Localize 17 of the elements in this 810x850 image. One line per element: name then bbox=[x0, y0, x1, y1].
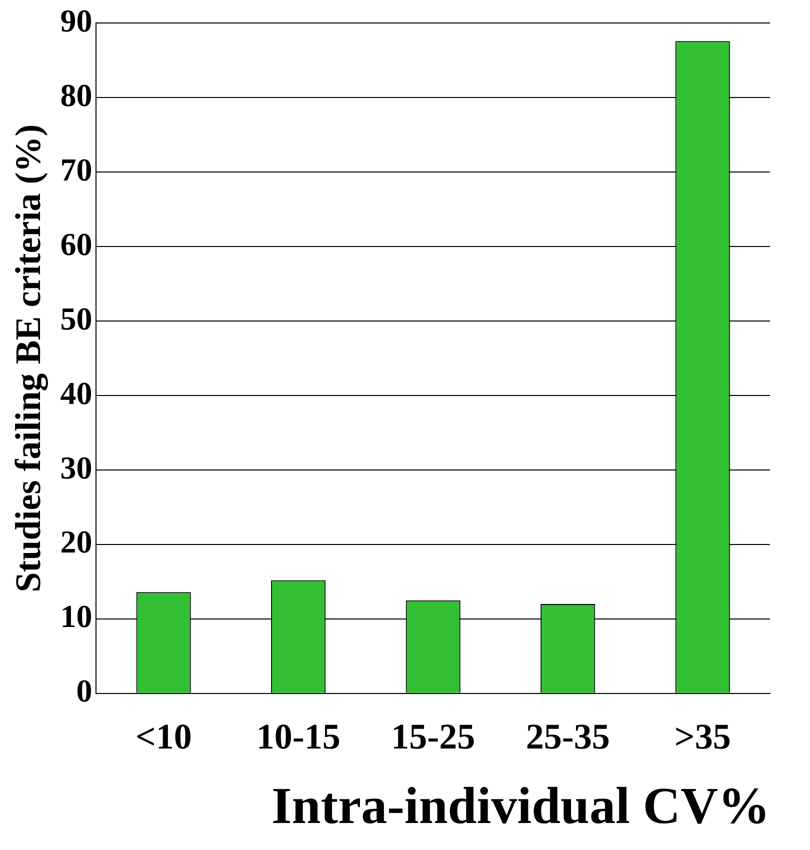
x-tick-label: 15-25 bbox=[391, 716, 476, 756]
x-tick-label: >35 bbox=[674, 716, 731, 756]
x-tick-label: 25-35 bbox=[526, 716, 610, 756]
x-tick-label: 10-15 bbox=[256, 716, 340, 756]
x-axis-title: Intra-individual CV% bbox=[272, 778, 770, 836]
y-tick-label: 90 bbox=[60, 2, 92, 38]
x-tick-label: <10 bbox=[135, 716, 192, 756]
y-axis-title: Studies failing BE criteria (%) bbox=[8, 124, 48, 592]
y-tick-label: 30 bbox=[60, 449, 92, 486]
y-tick-label: 60 bbox=[60, 226, 92, 262]
y-tick-label: 0 bbox=[76, 672, 92, 709]
y-tick-label: 20 bbox=[60, 524, 92, 560]
y-tick-label: 50 bbox=[60, 300, 92, 336]
y-tick-label: 70 bbox=[60, 151, 92, 188]
y-tick-label: 40 bbox=[60, 374, 92, 411]
y-tick-label: 80 bbox=[60, 76, 92, 113]
y-tick-label: 10 bbox=[60, 598, 92, 634]
